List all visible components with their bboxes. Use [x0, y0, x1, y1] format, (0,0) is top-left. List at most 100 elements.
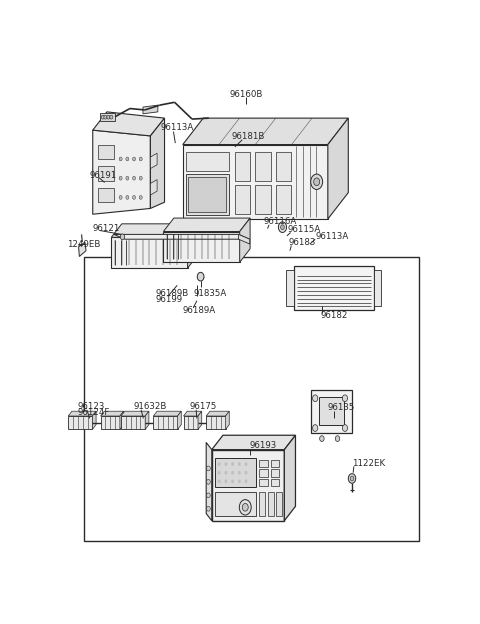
Circle shape [197, 272, 204, 281]
Circle shape [281, 225, 284, 230]
Bar [259, 460, 267, 467]
Circle shape [218, 462, 221, 466]
Circle shape [107, 115, 110, 119]
Circle shape [238, 470, 241, 475]
Circle shape [342, 395, 348, 402]
Polygon shape [206, 442, 212, 521]
Bar [215, 458, 256, 487]
Text: 96123: 96123 [78, 402, 105, 411]
Circle shape [238, 462, 241, 466]
Text: 96182: 96182 [321, 311, 348, 319]
Bar [235, 152, 251, 180]
Circle shape [278, 222, 287, 233]
Circle shape [225, 479, 228, 483]
Text: 91632B: 91632B [133, 402, 167, 411]
Polygon shape [150, 154, 157, 168]
Bar [259, 469, 267, 477]
Circle shape [206, 506, 210, 511]
Polygon shape [163, 218, 250, 232]
Bar [163, 232, 240, 262]
Circle shape [311, 174, 323, 190]
Circle shape [350, 476, 354, 481]
Circle shape [206, 466, 210, 470]
Polygon shape [373, 270, 381, 306]
Circle shape [244, 462, 248, 466]
Circle shape [206, 493, 210, 498]
Polygon shape [68, 411, 96, 416]
Polygon shape [286, 270, 294, 306]
Text: 1249EB: 1249EB [67, 240, 100, 248]
Bar [186, 174, 228, 215]
Bar [154, 416, 178, 429]
Text: 96124F: 96124F [78, 407, 110, 417]
Polygon shape [150, 118, 165, 208]
Circle shape [139, 195, 142, 199]
Polygon shape [212, 436, 296, 450]
Bar [276, 152, 291, 180]
Polygon shape [188, 224, 198, 268]
Polygon shape [226, 411, 229, 429]
Polygon shape [93, 112, 165, 136]
Bar [259, 479, 267, 486]
Polygon shape [100, 411, 124, 416]
Polygon shape [183, 411, 202, 416]
Polygon shape [114, 235, 250, 239]
Polygon shape [206, 411, 229, 416]
Bar [183, 416, 198, 429]
Circle shape [206, 479, 210, 484]
Polygon shape [92, 411, 96, 429]
Circle shape [244, 470, 248, 475]
Text: 96189B: 96189B [156, 289, 189, 298]
Text: 96183: 96183 [288, 238, 316, 247]
Bar [276, 492, 282, 516]
Circle shape [242, 504, 248, 511]
Circle shape [335, 436, 340, 442]
Text: 1122EK: 1122EK [352, 459, 385, 467]
Polygon shape [154, 411, 181, 416]
Circle shape [225, 462, 228, 466]
Polygon shape [79, 242, 86, 256]
Bar [68, 416, 92, 429]
Circle shape [244, 479, 248, 483]
Bar [98, 188, 114, 202]
Bar [186, 152, 228, 171]
Circle shape [119, 157, 122, 161]
Circle shape [139, 176, 142, 180]
Polygon shape [183, 118, 348, 145]
Polygon shape [284, 436, 296, 521]
Circle shape [218, 470, 221, 475]
Circle shape [238, 479, 241, 483]
Text: 96189A: 96189A [183, 306, 216, 315]
Text: 96199: 96199 [156, 295, 183, 304]
Circle shape [119, 176, 122, 180]
Text: 96175: 96175 [190, 402, 217, 411]
Circle shape [225, 470, 228, 475]
Polygon shape [100, 114, 115, 120]
Circle shape [139, 157, 142, 161]
Bar [271, 479, 279, 486]
Text: 96135: 96135 [328, 403, 355, 412]
Circle shape [312, 395, 318, 402]
Circle shape [104, 115, 107, 119]
Bar [188, 177, 226, 212]
Polygon shape [240, 218, 250, 262]
Text: 96121: 96121 [93, 224, 120, 233]
Circle shape [231, 479, 234, 483]
Circle shape [231, 470, 234, 475]
Circle shape [132, 195, 135, 199]
Bar [111, 237, 188, 268]
Bar [98, 145, 114, 159]
Bar [215, 492, 256, 516]
Circle shape [312, 425, 318, 431]
Bar [183, 145, 328, 219]
Bar [255, 185, 271, 214]
Bar [212, 450, 284, 521]
Text: 96160B: 96160B [229, 90, 263, 99]
Polygon shape [111, 224, 198, 237]
Polygon shape [121, 411, 149, 416]
Bar [98, 166, 114, 180]
Polygon shape [120, 411, 124, 429]
Circle shape [110, 115, 113, 119]
Circle shape [320, 436, 324, 442]
Circle shape [126, 157, 129, 161]
